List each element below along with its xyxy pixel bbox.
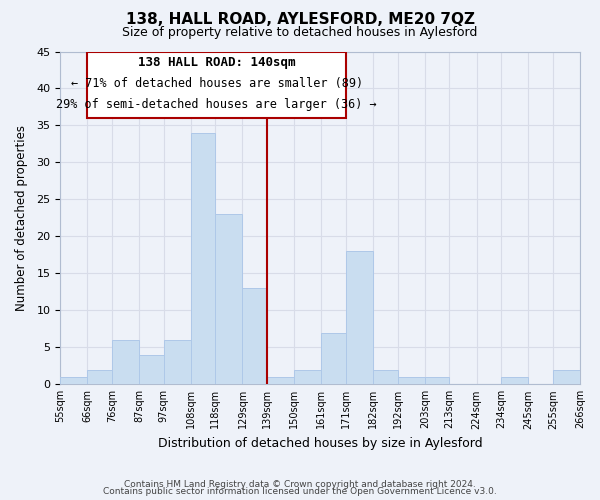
- Bar: [373, 370, 398, 384]
- Bar: [294, 370, 322, 384]
- Bar: [346, 251, 373, 384]
- Text: ← 71% of detached houses are smaller (89): ← 71% of detached houses are smaller (89…: [71, 78, 362, 90]
- FancyBboxPatch shape: [87, 52, 346, 118]
- X-axis label: Distribution of detached houses by size in Aylesford: Distribution of detached houses by size …: [158, 437, 482, 450]
- Text: 29% of semi-detached houses are larger (36) →: 29% of semi-detached houses are larger (…: [56, 98, 377, 111]
- Bar: [501, 377, 528, 384]
- Bar: [322, 332, 346, 384]
- Bar: [112, 340, 139, 384]
- Bar: [425, 377, 449, 384]
- Bar: [191, 133, 215, 384]
- Bar: [398, 377, 425, 384]
- Bar: [215, 214, 242, 384]
- Bar: [139, 354, 164, 384]
- Bar: [87, 370, 112, 384]
- Bar: [267, 377, 294, 384]
- Bar: [60, 377, 87, 384]
- Y-axis label: Number of detached properties: Number of detached properties: [15, 125, 28, 311]
- Bar: [164, 340, 191, 384]
- Text: 138, HALL ROAD, AYLESFORD, ME20 7QZ: 138, HALL ROAD, AYLESFORD, ME20 7QZ: [125, 12, 475, 28]
- Text: Contains public sector information licensed under the Open Government Licence v3: Contains public sector information licen…: [103, 488, 497, 496]
- Text: 138 HALL ROAD: 140sqm: 138 HALL ROAD: 140sqm: [138, 56, 295, 70]
- Text: Size of property relative to detached houses in Aylesford: Size of property relative to detached ho…: [122, 26, 478, 39]
- Bar: [242, 288, 267, 384]
- Bar: [553, 370, 580, 384]
- Text: Contains HM Land Registry data © Crown copyright and database right 2024.: Contains HM Land Registry data © Crown c…: [124, 480, 476, 489]
